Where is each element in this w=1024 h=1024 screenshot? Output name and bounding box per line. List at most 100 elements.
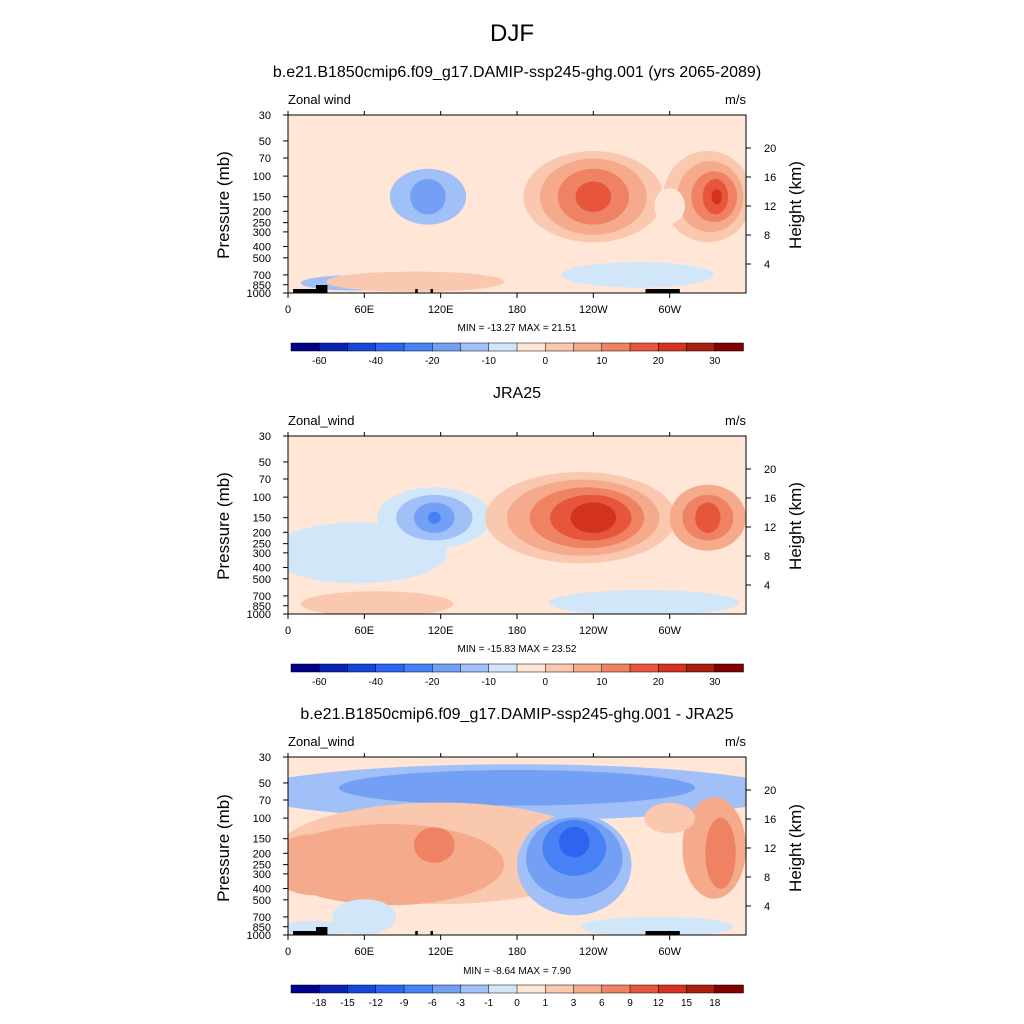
colorbar-swatch: [347, 342, 377, 352]
colorbar-label: -10: [482, 677, 497, 688]
colorbar-label: -20: [425, 677, 440, 688]
contour-region: [654, 188, 685, 224]
topography-mask: [315, 285, 328, 293]
colorbar-label: -9: [400, 998, 409, 1009]
colorbar-swatch: [319, 663, 349, 673]
colorbar-swatch: [573, 663, 603, 673]
colorbar-label: -60: [312, 356, 327, 367]
y-tick-label: 300: [253, 227, 271, 239]
colorbar-swatch: [375, 984, 405, 994]
panel-3: 0 60E 120E 180 120W 60W3050701001502002503004…: [214, 734, 805, 1009]
colorbar-swatch: [432, 342, 462, 352]
panel-2: 0 60E 120E 180 120W 60W3050701001502002503004…: [214, 413, 805, 688]
colorbar-label: -12: [369, 998, 384, 1009]
colorbar-swatch: [601, 342, 631, 352]
contour-region: [413, 827, 455, 863]
y-tick-label: 100: [253, 492, 271, 504]
colorbar-swatch: [290, 663, 320, 673]
contour-region: [300, 591, 454, 614]
y-tick-label: 400: [253, 241, 271, 253]
height-tick-label: 4: [764, 259, 770, 271]
colorbar-swatch: [658, 984, 688, 994]
contour-region: [561, 262, 715, 288]
panel-2-variable-label: Zonal_wind: [288, 413, 355, 428]
y-tick-label: 250: [253, 860, 271, 872]
colorbar-swatch: [432, 984, 462, 994]
x-tick-label: 120E: [428, 946, 454, 958]
panel-1-title: b.e21.B1850cmip6.f09_g17.DAMIP-ssp245-gh…: [272, 64, 762, 81]
y-tick-label: 50: [259, 136, 271, 148]
y-tick-label: 30: [259, 752, 271, 764]
colorbar-swatch: [545, 342, 575, 352]
colorbar-swatch: [714, 984, 744, 994]
x-tick-label: 60W: [658, 946, 681, 958]
contour-region: [288, 834, 358, 896]
height-tick-label: 4: [764, 580, 770, 592]
contour-region: [575, 181, 612, 212]
x-tick-label: 120E: [428, 304, 454, 316]
colorbar-swatch: [686, 342, 716, 352]
colorbar-label: -40: [369, 677, 384, 688]
x-tick-label: 60E: [355, 304, 375, 316]
panel-3-variable-label: Zonal_wind: [288, 734, 355, 749]
colorbar-swatch: [488, 984, 518, 994]
x-tick-label: 120W: [579, 304, 608, 316]
height-tick-label: 12: [764, 201, 776, 213]
y-tick-label: 700: [253, 591, 271, 603]
panel-1-ylabel: Pressure (mb): [214, 151, 233, 259]
x-tick-label: 0: [285, 304, 291, 316]
x-tick-label: 0: [285, 625, 291, 637]
panel-2-ylabel: Pressure (mb): [214, 472, 233, 580]
colorbar-swatch: [629, 663, 659, 673]
colorbar-swatch: [488, 342, 518, 352]
height-tick-label: 16: [764, 493, 776, 505]
x-tick-label: 180: [508, 625, 526, 637]
colorbar-swatch: [290, 342, 320, 352]
contour-region: [570, 502, 617, 533]
height-tick-label: 20: [764, 143, 776, 155]
colorbar-swatch: [319, 342, 349, 352]
y-tick-label: 300: [253, 869, 271, 881]
contour-region: [326, 271, 505, 292]
colorbar-label: -20: [425, 356, 440, 367]
y-tick-label: 700: [253, 912, 271, 924]
panel-1-field: [288, 115, 746, 293]
height-tick-label: 8: [764, 230, 770, 242]
y-tick-label: 70: [259, 795, 271, 807]
contour-region: [338, 770, 696, 806]
colorbar-swatch: [403, 342, 433, 352]
colorbar-swatch: [573, 342, 603, 352]
colorbar-swatch: [601, 984, 631, 994]
colorbar-label: 1: [542, 998, 548, 1009]
contour-region: [705, 817, 736, 889]
y-tick-label: 100: [253, 813, 271, 825]
y-tick-label: 1000: [247, 609, 271, 621]
colorbar-swatch: [460, 984, 490, 994]
y-tick-label: 50: [259, 778, 271, 790]
height-tick-label: 12: [764, 843, 776, 855]
colorbar-swatch: [629, 984, 659, 994]
colorbar-swatch: [658, 342, 688, 352]
height-tick-label: 20: [764, 785, 776, 797]
colorbar-label: 20: [653, 677, 665, 688]
colorbar-swatch: [347, 663, 377, 673]
contour-region: [711, 189, 722, 205]
topography-mask: [415, 931, 418, 935]
topography-mask: [415, 289, 418, 293]
y-tick-label: 250: [253, 539, 271, 551]
y-tick-label: 200: [253, 206, 271, 218]
colorbar-swatch: [460, 342, 490, 352]
topography-mask: [430, 931, 434, 935]
y-tick-label: 30: [259, 110, 271, 122]
x-tick-label: 60E: [355, 625, 375, 637]
colorbar-swatch: [375, 342, 405, 352]
contour-region: [695, 502, 721, 533]
y-tick-label: 500: [253, 574, 271, 586]
colorbar-swatch: [516, 984, 546, 994]
contour-region: [644, 802, 696, 834]
colorbar-label: 12: [653, 998, 665, 1009]
colorbar-label: 9: [627, 998, 633, 1009]
height-tick-label: 12: [764, 522, 776, 534]
panel-3-ylabel-right: Height (km): [786, 804, 805, 892]
